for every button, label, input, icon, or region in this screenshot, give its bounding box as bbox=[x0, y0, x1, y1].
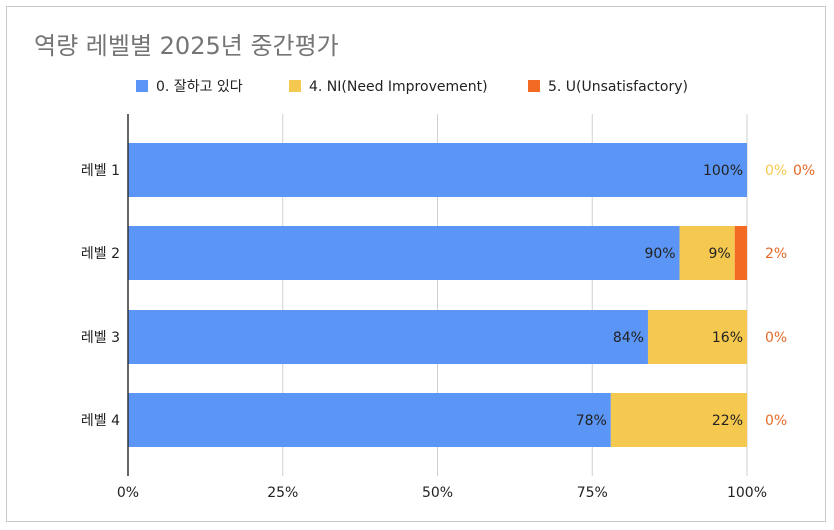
data-label-4-series-2: 22% bbox=[712, 413, 743, 429]
data-label-2-series-2: 9% bbox=[709, 246, 731, 262]
bar-1-series-1 bbox=[128, 143, 747, 197]
x-tick-label-0: 0% bbox=[117, 485, 139, 501]
category-label-4: 레벨 4 bbox=[81, 413, 120, 429]
bar-2-series-1 bbox=[128, 226, 680, 280]
data-label-1-series-3: 0% bbox=[793, 163, 815, 179]
bars bbox=[128, 143, 747, 447]
category-axis: 레벨 1 레벨 2 레벨 3 레벨 4 bbox=[81, 163, 120, 429]
data-label-1-series-1: 100% bbox=[703, 163, 743, 179]
legend-swatch-2 bbox=[289, 80, 301, 92]
bar-3-series-2 bbox=[647, 310, 747, 364]
data-label-3-series-3: 0% bbox=[765, 330, 787, 346]
bar-3-series-1 bbox=[128, 310, 648, 364]
x-tick-label-3: 75% bbox=[577, 485, 608, 501]
x-tick-label-2: 50% bbox=[422, 485, 453, 501]
data-label-4-series-3: 0% bbox=[765, 413, 787, 429]
data-label-3-series-2: 16% bbox=[712, 330, 743, 346]
legend-swatch-3 bbox=[528, 80, 540, 92]
bar-4-series-1 bbox=[128, 393, 611, 447]
data-label-4-series-1: 78% bbox=[576, 413, 607, 429]
category-label-1: 레벨 1 bbox=[81, 163, 120, 179]
x-tick-label-4: 100% bbox=[727, 485, 767, 501]
legend-label-3: 5. U(Unsatisfactory) bbox=[548, 79, 688, 95]
chart-title: 역량 레벨별 2025년 중간평가 bbox=[34, 32, 339, 60]
legend-swatch-1 bbox=[136, 80, 148, 92]
data-labels: 100% 0% 0% 90% 9% 2% 84% 16% 0% 78% 22% 0% bbox=[576, 163, 816, 429]
legend-label-2: 4. NI(Need Improvement) bbox=[309, 79, 488, 95]
bar-2-series-3 bbox=[734, 226, 747, 280]
x-tick-label-1: 25% bbox=[267, 485, 298, 501]
category-label-3: 레벨 3 bbox=[81, 330, 120, 346]
data-label-3-series-1: 84% bbox=[613, 330, 644, 346]
data-label-2-series-1: 90% bbox=[644, 246, 675, 262]
legend: 0. 잘하고 있다 4. NI(Need Improvement) 5. U(Uns… bbox=[136, 79, 688, 95]
category-label-2: 레벨 2 bbox=[81, 246, 120, 262]
value-axis: 0% 25% 50% 75% 100% bbox=[117, 114, 767, 501]
bar-2-series-2 bbox=[679, 226, 735, 280]
data-label-1-series-2: 0% bbox=[765, 163, 787, 179]
data-label-2-series-3: 2% bbox=[765, 246, 787, 262]
bar-4-series-2 bbox=[610, 393, 747, 447]
legend-label-1: 0. 잘하고 있다 bbox=[156, 79, 243, 95]
